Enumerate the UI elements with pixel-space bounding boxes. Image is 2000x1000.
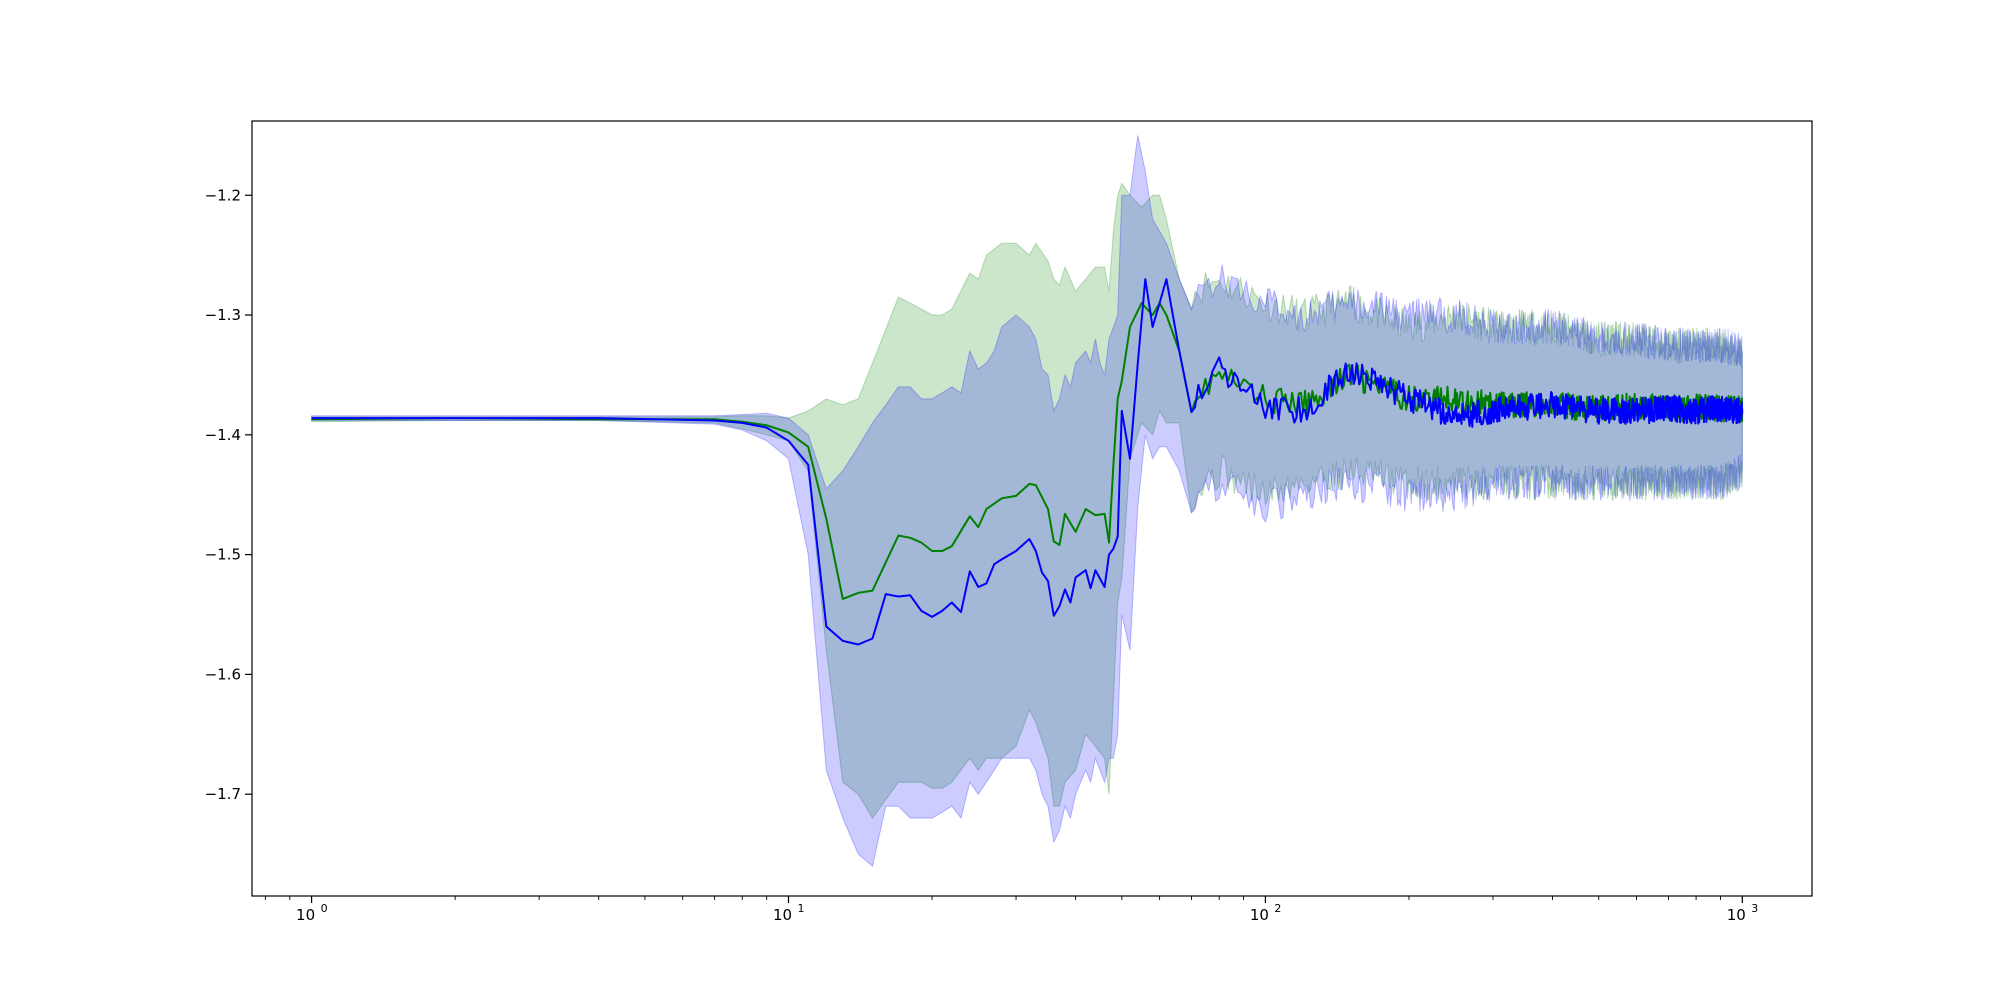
series-lines	[311, 278, 1744, 646]
x-axis: 10 0 10 1 10 2 10 3	[264, 896, 1758, 924]
y-tick-label: −1.5	[205, 546, 241, 564]
x-tick-exponent: 2	[1274, 902, 1281, 915]
x-tick-label: 10	[773, 906, 792, 924]
x-tick-label: 10	[1250, 906, 1269, 924]
x-tick-label: 10	[296, 906, 315, 924]
y-tick-label: −1.3	[205, 306, 241, 324]
x-tick-label: 10	[1727, 906, 1746, 924]
y-tick-label: −1.6	[205, 665, 241, 683]
plot-frame	[251, 120, 1813, 897]
y-axis: −1.2 −1.3 −1.4 −1.5 −1.6 −1.7	[205, 186, 252, 803]
confidence-band-2	[311, 135, 1743, 868]
y-tick-label: −1.7	[205, 785, 241, 803]
confidence-band-1	[311, 182, 1743, 820]
series-line-2	[311, 278, 1744, 646]
confidence-bands	[311, 135, 1743, 868]
y-tick-label: −1.4	[205, 426, 241, 444]
y-tick-label: −1.2	[205, 186, 241, 204]
x-tick-exponent: 1	[797, 902, 804, 915]
x-tick-exponent: 0	[321, 902, 328, 915]
x-tick-exponent: 3	[1751, 902, 1758, 915]
